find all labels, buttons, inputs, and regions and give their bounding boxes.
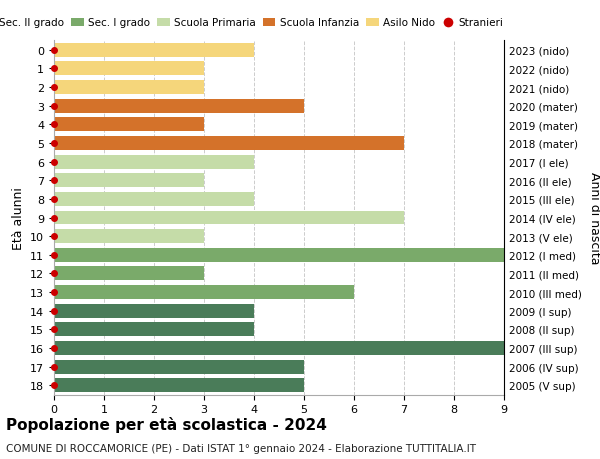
Bar bbox=[54, 81, 204, 95]
Y-axis label: Età alunni: Età alunni bbox=[11, 187, 25, 249]
Bar bbox=[54, 155, 254, 169]
Bar bbox=[54, 285, 354, 299]
Bar bbox=[54, 304, 254, 318]
Bar bbox=[54, 323, 254, 336]
Text: Popolazione per età scolastica - 2024: Popolazione per età scolastica - 2024 bbox=[6, 416, 327, 432]
Text: COMUNE DI ROCCAMORICE (PE) - Dati ISTAT 1° gennaio 2024 - Elaborazione TUTTITALI: COMUNE DI ROCCAMORICE (PE) - Dati ISTAT … bbox=[6, 443, 476, 453]
Bar bbox=[54, 137, 404, 151]
Bar bbox=[54, 62, 204, 76]
Bar bbox=[54, 192, 254, 207]
Bar bbox=[54, 341, 504, 355]
Bar bbox=[54, 248, 504, 262]
Bar bbox=[54, 100, 304, 113]
Bar bbox=[54, 118, 204, 132]
Bar bbox=[54, 267, 204, 281]
Bar bbox=[54, 230, 204, 244]
Bar bbox=[54, 379, 304, 392]
Bar bbox=[54, 360, 304, 374]
Bar bbox=[54, 44, 254, 57]
Legend: Sec. II grado, Sec. I grado, Scuola Primaria, Scuola Infanzia, Asilo Nido, Stran: Sec. II grado, Sec. I grado, Scuola Prim… bbox=[0, 14, 508, 33]
Bar bbox=[54, 174, 204, 188]
Y-axis label: Anni di nascita: Anni di nascita bbox=[588, 172, 600, 264]
Bar bbox=[54, 211, 404, 225]
